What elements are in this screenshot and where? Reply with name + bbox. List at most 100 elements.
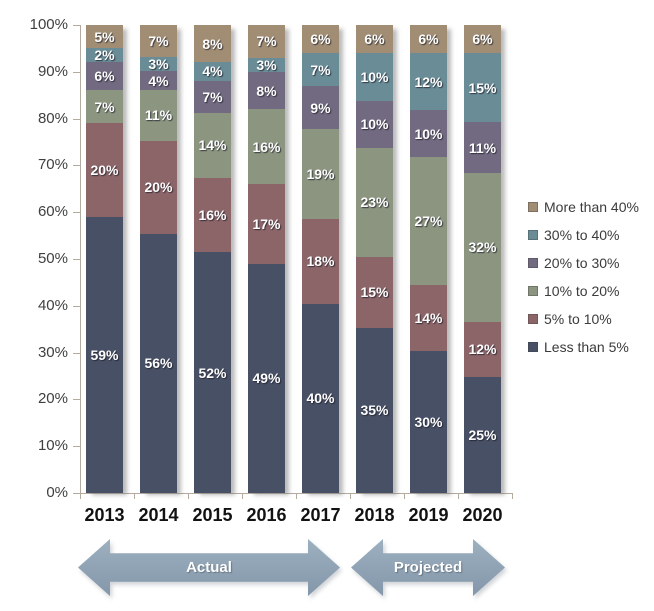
segment-label: 7% [256, 33, 277, 50]
segment-2019-20% to 30%: 10% [410, 110, 447, 158]
legend-label: Less than 5% [544, 339, 629, 355]
y-tick-label: 0% [46, 484, 68, 501]
segment-label: 10% [360, 69, 389, 85]
legend-swatch-icon [528, 230, 538, 240]
projected-arrow-label: Projected [393, 559, 463, 576]
legend-item: Less than 5% [528, 333, 639, 361]
segment-2018-5% to 10%: 15% [356, 256, 393, 328]
segment-2019-30% to 40%: 12% [410, 53, 447, 111]
segment-2015-10% to 20%: 14% [194, 113, 231, 178]
segment-label: 6% [94, 68, 115, 85]
x-category-label: 2020 [462, 505, 503, 525]
segment-2019-5% to 10%: 14% [410, 285, 447, 352]
segment-label: 14% [414, 310, 443, 327]
x-tick-mark [188, 493, 189, 499]
segment-label: 5% [94, 28, 115, 45]
segment-2019-10% to 20%: 27% [410, 157, 447, 285]
segment-label: 7% [202, 88, 223, 105]
segment-label: 56% [144, 355, 173, 372]
bar-2017: 40% 18% 19% 9% 7% 6% [302, 25, 339, 493]
segment-2016-30% to 40%: 3% [248, 57, 285, 72]
segment-label: 52% [198, 364, 227, 381]
legend: More than 40% 30% to 40% 20% to 30% 10% to … [528, 193, 639, 361]
x-tick-mark [296, 493, 297, 499]
bar-2020: 25% 12% 32% 11% 15% 6% [464, 25, 501, 493]
x-category-label: 2016 [246, 505, 287, 525]
segment-2014-10% to 20%: 11% [140, 89, 177, 141]
segment-label: 10% [360, 116, 389, 133]
legend-item: More than 40% [528, 193, 639, 221]
segment-label: 12% [468, 341, 497, 358]
x-tick-mark [80, 493, 81, 499]
segment-2020-10% to 20%: 32% [464, 173, 501, 322]
segment-label: 11% [468, 139, 497, 156]
segment-label: 3% [148, 56, 169, 73]
y-tick-label: 40% [37, 296, 68, 314]
segment-2013-5% to 10%: 20% [86, 123, 123, 217]
segment-2016-20% to 30%: 8% [248, 71, 285, 110]
y-tick-label: 100% [29, 16, 68, 33]
segment-2019-More than 40%: 6% [410, 25, 447, 54]
legend-label: More than 40% [544, 199, 639, 215]
y-tick-label: 30% [37, 343, 68, 361]
x-category-label: 2018 [354, 505, 395, 525]
y-tick-mark [73, 25, 80, 26]
segment-label: 49% [252, 370, 281, 387]
segment-label: 20% [90, 162, 119, 179]
segment-label: 15% [360, 284, 389, 301]
actual-arrow-label: Actual [186, 559, 232, 576]
x-category-label: 2013 [84, 505, 125, 525]
legend-swatch-icon [528, 258, 538, 268]
y-axis-line [80, 25, 81, 493]
legend-item: 10% to 20% [528, 277, 639, 305]
segment-label: 12% [414, 73, 443, 90]
segment-label: 27% [414, 213, 443, 230]
segment-label: 7% [310, 61, 331, 78]
segment-2017-10% to 20%: 19% [302, 129, 339, 219]
segment-label: 6% [310, 31, 331, 48]
segment-2020-Less than 5%: 25% [464, 377, 501, 493]
legend-swatch-icon [528, 314, 538, 324]
segment-2017-30% to 40%: 7% [302, 53, 339, 87]
segment-label: 20% [144, 179, 173, 196]
x-category-label: 2019 [408, 505, 449, 525]
segment-2014-More than 40%: 7% [140, 25, 177, 58]
segment-label: 8% [202, 35, 223, 52]
y-tick-label: 50% [37, 250, 68, 267]
segment-label: 14% [198, 137, 227, 154]
y-tick-mark [73, 352, 80, 354]
legend-swatch-icon [528, 202, 538, 212]
x-tick-mark [404, 493, 405, 499]
y-tick-mark [73, 493, 80, 494]
segment-2017-Less than 5%: 40% [302, 303, 339, 493]
segment-2018-20% to 30%: 10% [356, 100, 393, 148]
bar-2014: 56% 20% 11% 4% 3% 7% [140, 25, 177, 493]
y-tick-mark [73, 118, 80, 120]
segment-2014-30% to 40%: 3% [140, 56, 177, 73]
segment-2016-10% to 20%: 16% [248, 109, 285, 185]
bar-2013: 59% 20% 7% 6% 2% 5% [86, 25, 123, 493]
segment-label: 7% [148, 33, 169, 50]
bar-2015: 52% 16% 14% 7% 4% 8% [194, 25, 231, 493]
segment-2020-30% to 40%: 15% [464, 52, 501, 123]
segment-label: 10% [414, 125, 443, 142]
segment-label: 6% [418, 31, 439, 48]
segment-2015-30% to 40%: 4% [194, 62, 231, 81]
segment-label: 17% [252, 215, 281, 232]
segment-2018-30% to 40%: 10% [356, 53, 393, 101]
segment-label: 59% [90, 346, 119, 363]
segment-2013-10% to 20%: 7% [86, 90, 123, 124]
segment-label: 8% [256, 82, 277, 99]
segment-2017-More than 40%: 6% [302, 25, 339, 54]
x-category-label: 2017 [300, 505, 341, 525]
segment-label: 2% [94, 47, 115, 64]
segment-2014-5% to 10%: 20% [140, 140, 177, 234]
segment-2015-5% to 10%: 16% [194, 177, 231, 253]
legend-swatch-icon [528, 286, 538, 296]
double-arrow-icon: Actual [78, 539, 340, 596]
segment-label: 23% [360, 194, 389, 211]
segment-label: 7% [94, 98, 115, 115]
legend-swatch-icon [528, 342, 538, 352]
double-arrow-icon: Projected [351, 539, 505, 596]
